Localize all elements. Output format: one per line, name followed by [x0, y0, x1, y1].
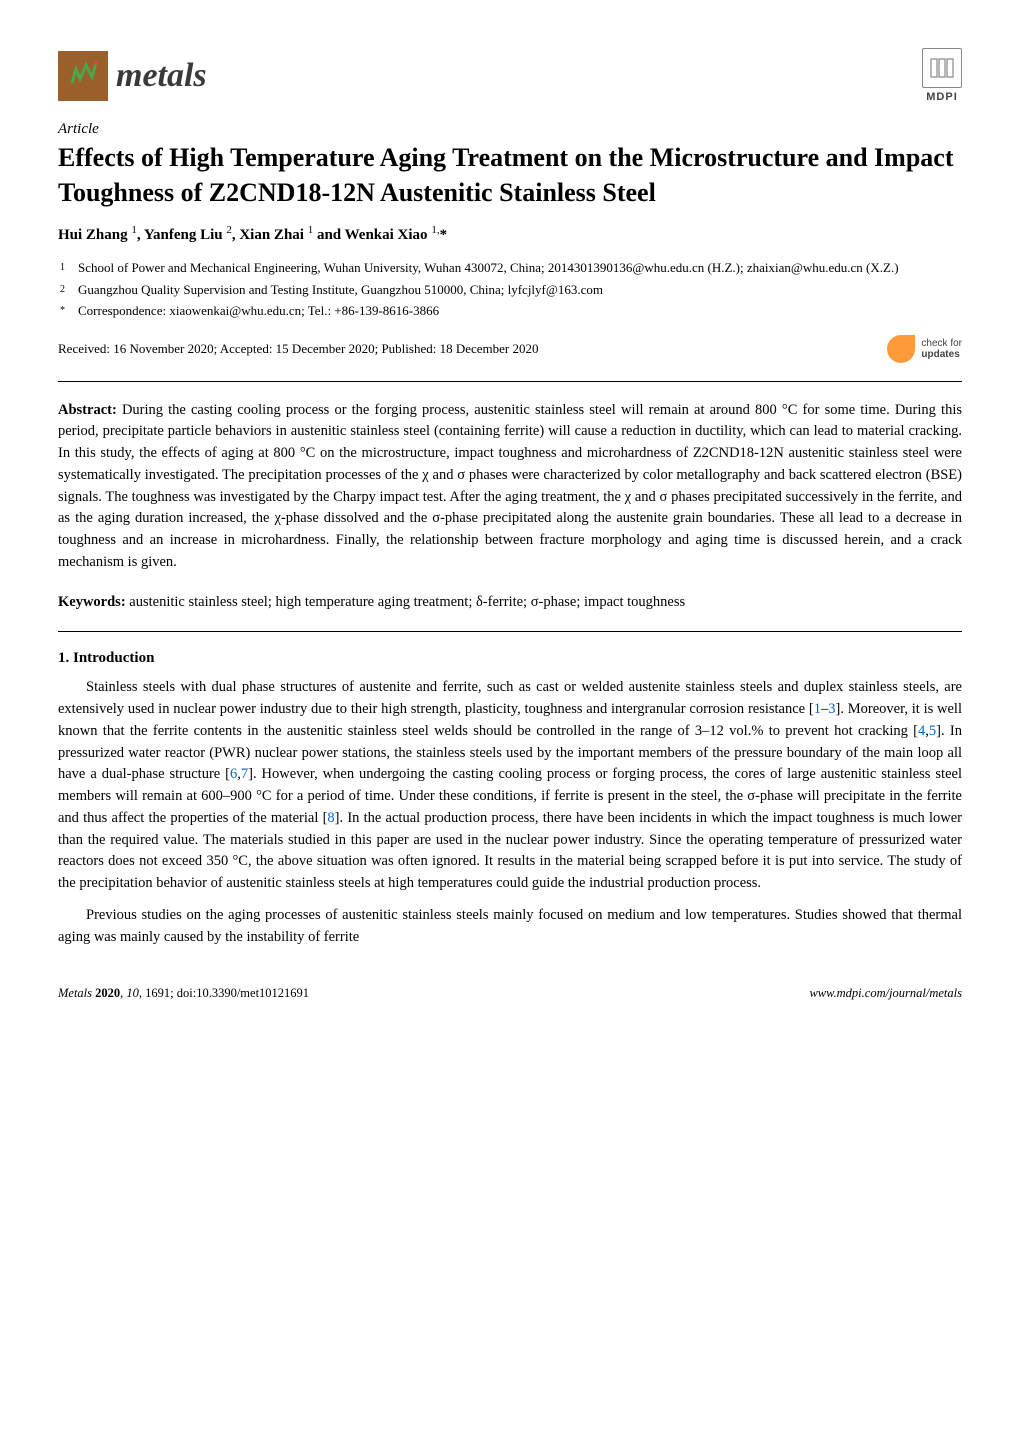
affiliations-list: 1 School of Power and Mechanical Engineer… — [58, 258, 962, 321]
section-heading: 1. Introduction — [58, 650, 962, 667]
affiliation-marker: 1 — [60, 260, 65, 275]
affiliation-item: 1School of Power and Mechanical Engineer… — [78, 258, 962, 278]
authors-line: Hui Zhang 1, Yanfeng Liu 2, Xian Zhai 1 … — [58, 224, 962, 244]
affiliation-marker: 2 — [60, 282, 65, 297]
affiliation-text: School of Power and Mechanical Engineeri… — [78, 260, 899, 275]
abstract-label: Abstract: — [58, 402, 117, 418]
mdpi-text: MDPI — [926, 91, 958, 103]
affiliation-text: Guangzhou Quality Supervision and Testin… — [78, 282, 603, 297]
dates-row: Received: 16 November 2020; Accepted: 15… — [58, 335, 962, 363]
footer-year: 2020 — [95, 986, 120, 1000]
header-row: metals MDPI — [58, 48, 962, 103]
journal-name: metals — [116, 57, 207, 95]
article-type: Article — [58, 121, 962, 138]
citation-link[interactable]: 8 — [327, 810, 334, 826]
body-paragraph: Stainless steels with dual phase structu… — [58, 677, 962, 895]
footer-volume: 10 — [126, 986, 139, 1000]
affiliation-item: *Correspondence: xiaowenkai@whu.edu.cn; … — [78, 301, 962, 321]
keywords-label: Keywords: — [58, 594, 126, 610]
check-updates-badge[interactable]: check forupdates — [887, 335, 962, 363]
footer-article: 1691 — [145, 986, 170, 1000]
footer-doi: doi:10.3390/met10121691 — [177, 986, 309, 1000]
footer-row: Metals 2020, 10, 1691; doi:10.3390/met10… — [58, 986, 962, 1001]
divider — [58, 381, 962, 382]
body-paragraph: Previous studies on the aging processes … — [58, 905, 962, 949]
mdpi-logo-mark — [922, 48, 962, 88]
mdpi-logo: MDPI — [922, 48, 962, 103]
check-updates-icon — [887, 335, 915, 363]
footer-url[interactable]: www.mdpi.com/journal/metals — [809, 986, 962, 1001]
divider — [58, 631, 962, 632]
affiliation-marker: * — [60, 303, 65, 318]
citation-link[interactable]: 1 — [814, 701, 821, 717]
article-title: Effects of High Temperature Aging Treatm… — [58, 140, 962, 210]
abstract-text: During the casting cooling process or th… — [58, 402, 962, 570]
abstract: Abstract: During the casting cooling pro… — [58, 400, 962, 574]
affiliation-text: Correspondence: xiaowenkai@whu.edu.cn; T… — [78, 303, 439, 318]
footer-citation: Metals 2020, 10, 1691; doi:10.3390/met10… — [58, 986, 309, 1001]
journal-logo: metals — [58, 51, 207, 101]
affiliation-item: 2Guangzhou Quality Supervision and Testi… — [78, 280, 962, 300]
journal-logo-mark — [66, 55, 100, 97]
check-updates-text: check forupdates — [921, 338, 962, 360]
journal-logo-box — [58, 51, 108, 101]
keywords-text: austenitic stainless steel; high tempera… — [129, 594, 685, 610]
keywords: Keywords: austenitic stainless steel; hi… — [58, 592, 962, 614]
footer-journal: Metals — [58, 986, 92, 1000]
publication-dates: Received: 16 November 2020; Accepted: 15… — [58, 341, 539, 357]
